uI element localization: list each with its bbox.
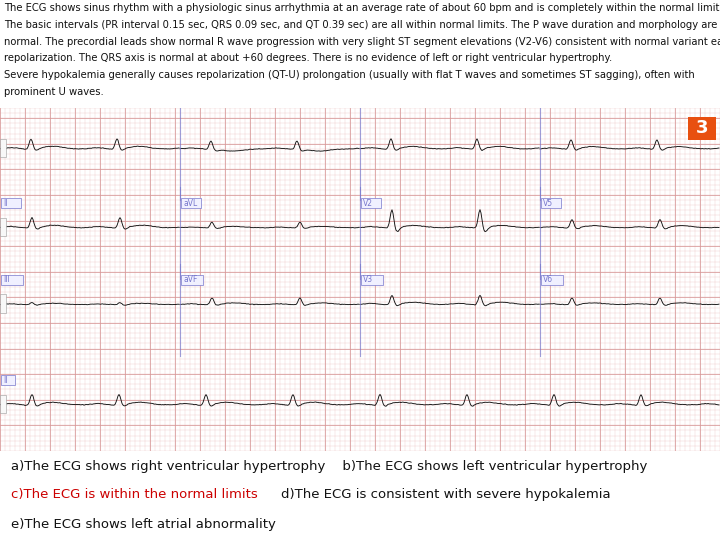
Text: repolarization. The QRS axis is normal at about +60 degrees. There is no evidenc: repolarization. The QRS axis is normal a…: [4, 53, 612, 64]
Text: prominent U waves.: prominent U waves.: [4, 87, 104, 97]
Text: normal. The precordial leads show normal R wave progression with very slight ST : normal. The precordial leads show normal…: [4, 37, 720, 47]
Bar: [0, 395, 6, 413]
Text: 3: 3: [696, 119, 708, 138]
Text: V2: V2: [363, 199, 373, 208]
FancyBboxPatch shape: [541, 275, 563, 285]
Bar: [0, 218, 6, 236]
FancyBboxPatch shape: [1, 198, 21, 208]
Text: V6: V6: [543, 275, 553, 285]
Bar: [0, 139, 6, 157]
FancyBboxPatch shape: [1, 275, 23, 285]
Text: V5: V5: [543, 199, 553, 208]
Text: The ECG shows sinus rhythm with a physiologic sinus arrhythmia at an average rat: The ECG shows sinus rhythm with a physio…: [4, 3, 720, 14]
Text: c)The ECG is within the normal limits: c)The ECG is within the normal limits: [11, 488, 258, 501]
Text: The basic intervals (PR interval 0.15 sec, QRS 0.09 sec, and QT 0.39 sec) are al: The basic intervals (PR interval 0.15 se…: [4, 20, 717, 30]
FancyBboxPatch shape: [361, 198, 381, 208]
Text: V3: V3: [363, 275, 373, 285]
FancyBboxPatch shape: [1, 375, 15, 386]
Text: II: II: [3, 199, 7, 208]
Bar: [0, 294, 6, 313]
FancyBboxPatch shape: [688, 117, 716, 140]
Text: aVL: aVL: [183, 199, 197, 208]
Text: aVF: aVF: [183, 275, 197, 285]
Text: d)The ECG is consistent with severe hypokalemia: d)The ECG is consistent with severe hypo…: [264, 488, 611, 501]
FancyBboxPatch shape: [541, 198, 561, 208]
FancyBboxPatch shape: [181, 275, 203, 285]
Text: Severe hypokalemia generally causes repolarization (QT-U) prolongation (usually : Severe hypokalemia generally causes repo…: [4, 70, 694, 80]
Text: II: II: [3, 376, 7, 385]
Text: a)The ECG shows right ventricular hypertrophy    b)The ECG shows left ventricula: a)The ECG shows right ventricular hypert…: [11, 460, 647, 473]
FancyBboxPatch shape: [181, 198, 201, 208]
FancyBboxPatch shape: [361, 275, 383, 285]
Text: III: III: [3, 275, 10, 285]
Text: e)The ECG shows left atrial abnormality: e)The ECG shows left atrial abnormality: [11, 518, 276, 531]
